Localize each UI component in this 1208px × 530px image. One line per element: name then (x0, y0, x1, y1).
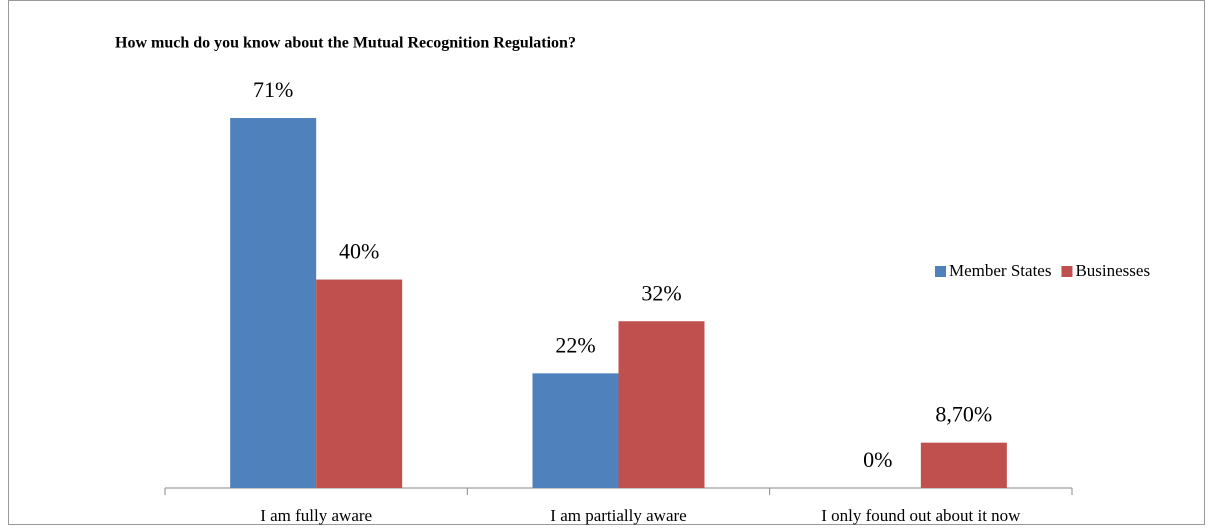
value-label: 40% (339, 239, 379, 264)
value-label: 22% (555, 332, 595, 357)
x-tick-label: I am partially aware (550, 506, 686, 525)
value-label: 8,70% (935, 402, 992, 427)
legend-label: Member States (949, 261, 1051, 280)
bar (230, 118, 317, 488)
x-tick-label: I am fully aware (260, 506, 372, 525)
bar (920, 442, 1007, 488)
legend-label: Businesses (1075, 261, 1150, 280)
bar (532, 373, 619, 488)
value-label: 0% (863, 447, 892, 472)
legend-swatch (1061, 266, 1073, 277)
chart-title: How much do you know about the Mutual Re… (115, 35, 576, 52)
x-tick-label: I only found out about it now (821, 506, 1021, 525)
bar (316, 279, 403, 488)
legend-swatch (935, 266, 946, 277)
value-label: 71% (253, 77, 293, 102)
bar (618, 321, 705, 488)
value-label: 32% (641, 280, 681, 305)
